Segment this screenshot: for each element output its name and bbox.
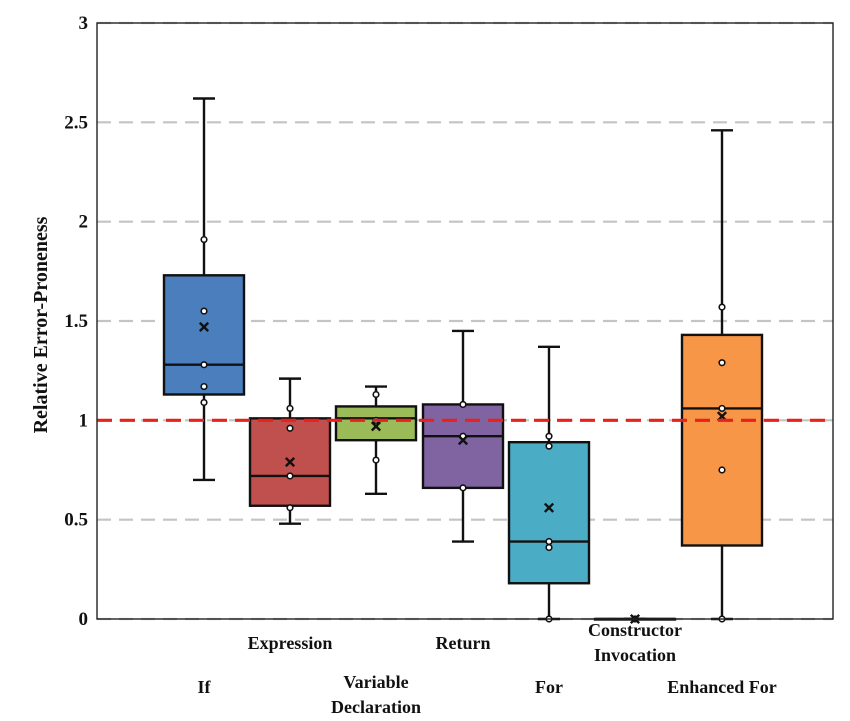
data-point [545, 432, 553, 440]
x-tick-label: Expression [248, 633, 333, 653]
data-point [459, 400, 467, 409]
boxes [162, 97, 764, 625]
data-point [286, 504, 294, 512]
box [507, 440, 591, 585]
y-tick-label: 2 [79, 212, 89, 233]
x-tick-label: Constructor Invocation [588, 620, 682, 665]
data-point [286, 424, 294, 432]
y-tick-label: 0.5 [64, 510, 88, 531]
data-point [200, 361, 208, 369]
box-group [248, 377, 332, 525]
box-group [421, 329, 505, 543]
data-point [372, 456, 380, 464]
data-point [286, 404, 294, 413]
mean-marker [284, 457, 296, 468]
data-point [200, 235, 208, 244]
data-point [718, 466, 726, 474]
x-tick-label: For [535, 677, 563, 697]
y-axis-label: Relative Error-Proneness [30, 216, 52, 433]
y-tick-label: 1.5 [64, 311, 88, 332]
box [162, 274, 246, 396]
box [421, 403, 505, 490]
x-tick-label: Enhanced For [667, 677, 777, 697]
box [680, 333, 764, 547]
mean-marker [198, 321, 210, 333]
x-tick-label: Return [436, 633, 491, 653]
mean-marker [370, 421, 382, 432]
plot-frame [96, 22, 834, 620]
y-tick-label: 0 [79, 609, 89, 630]
data-point [200, 382, 208, 391]
data-point [718, 359, 726, 367]
data-point [459, 484, 467, 492]
data-point [200, 307, 208, 315]
x-axis-labels: If Expression Variable Declaration Return For… [198, 620, 777, 717]
y-tick-label: 3 [79, 13, 89, 34]
x-tick-label: Variable Declaration [331, 672, 421, 716]
y-tick-label: 1 [79, 410, 89, 431]
mean-marker [543, 502, 555, 513]
data-point [200, 398, 208, 407]
y-tick-label: 2.5 [64, 112, 88, 133]
data-point [545, 537, 553, 546]
data-point [545, 543, 553, 552]
box-group [162, 97, 246, 482]
box-group [507, 345, 591, 623]
data-point [718, 303, 726, 311]
mean-marker [457, 435, 469, 446]
box-group [334, 385, 418, 496]
data-point [372, 390, 380, 399]
box-group [680, 129, 764, 623]
x-tick-label: If [198, 677, 212, 697]
data-point [286, 472, 294, 480]
y-axis-ticks: 0 0.5 1 1.5 2 2.5 3 [64, 13, 88, 630]
data-point [545, 442, 553, 450]
data-point [718, 404, 726, 413]
